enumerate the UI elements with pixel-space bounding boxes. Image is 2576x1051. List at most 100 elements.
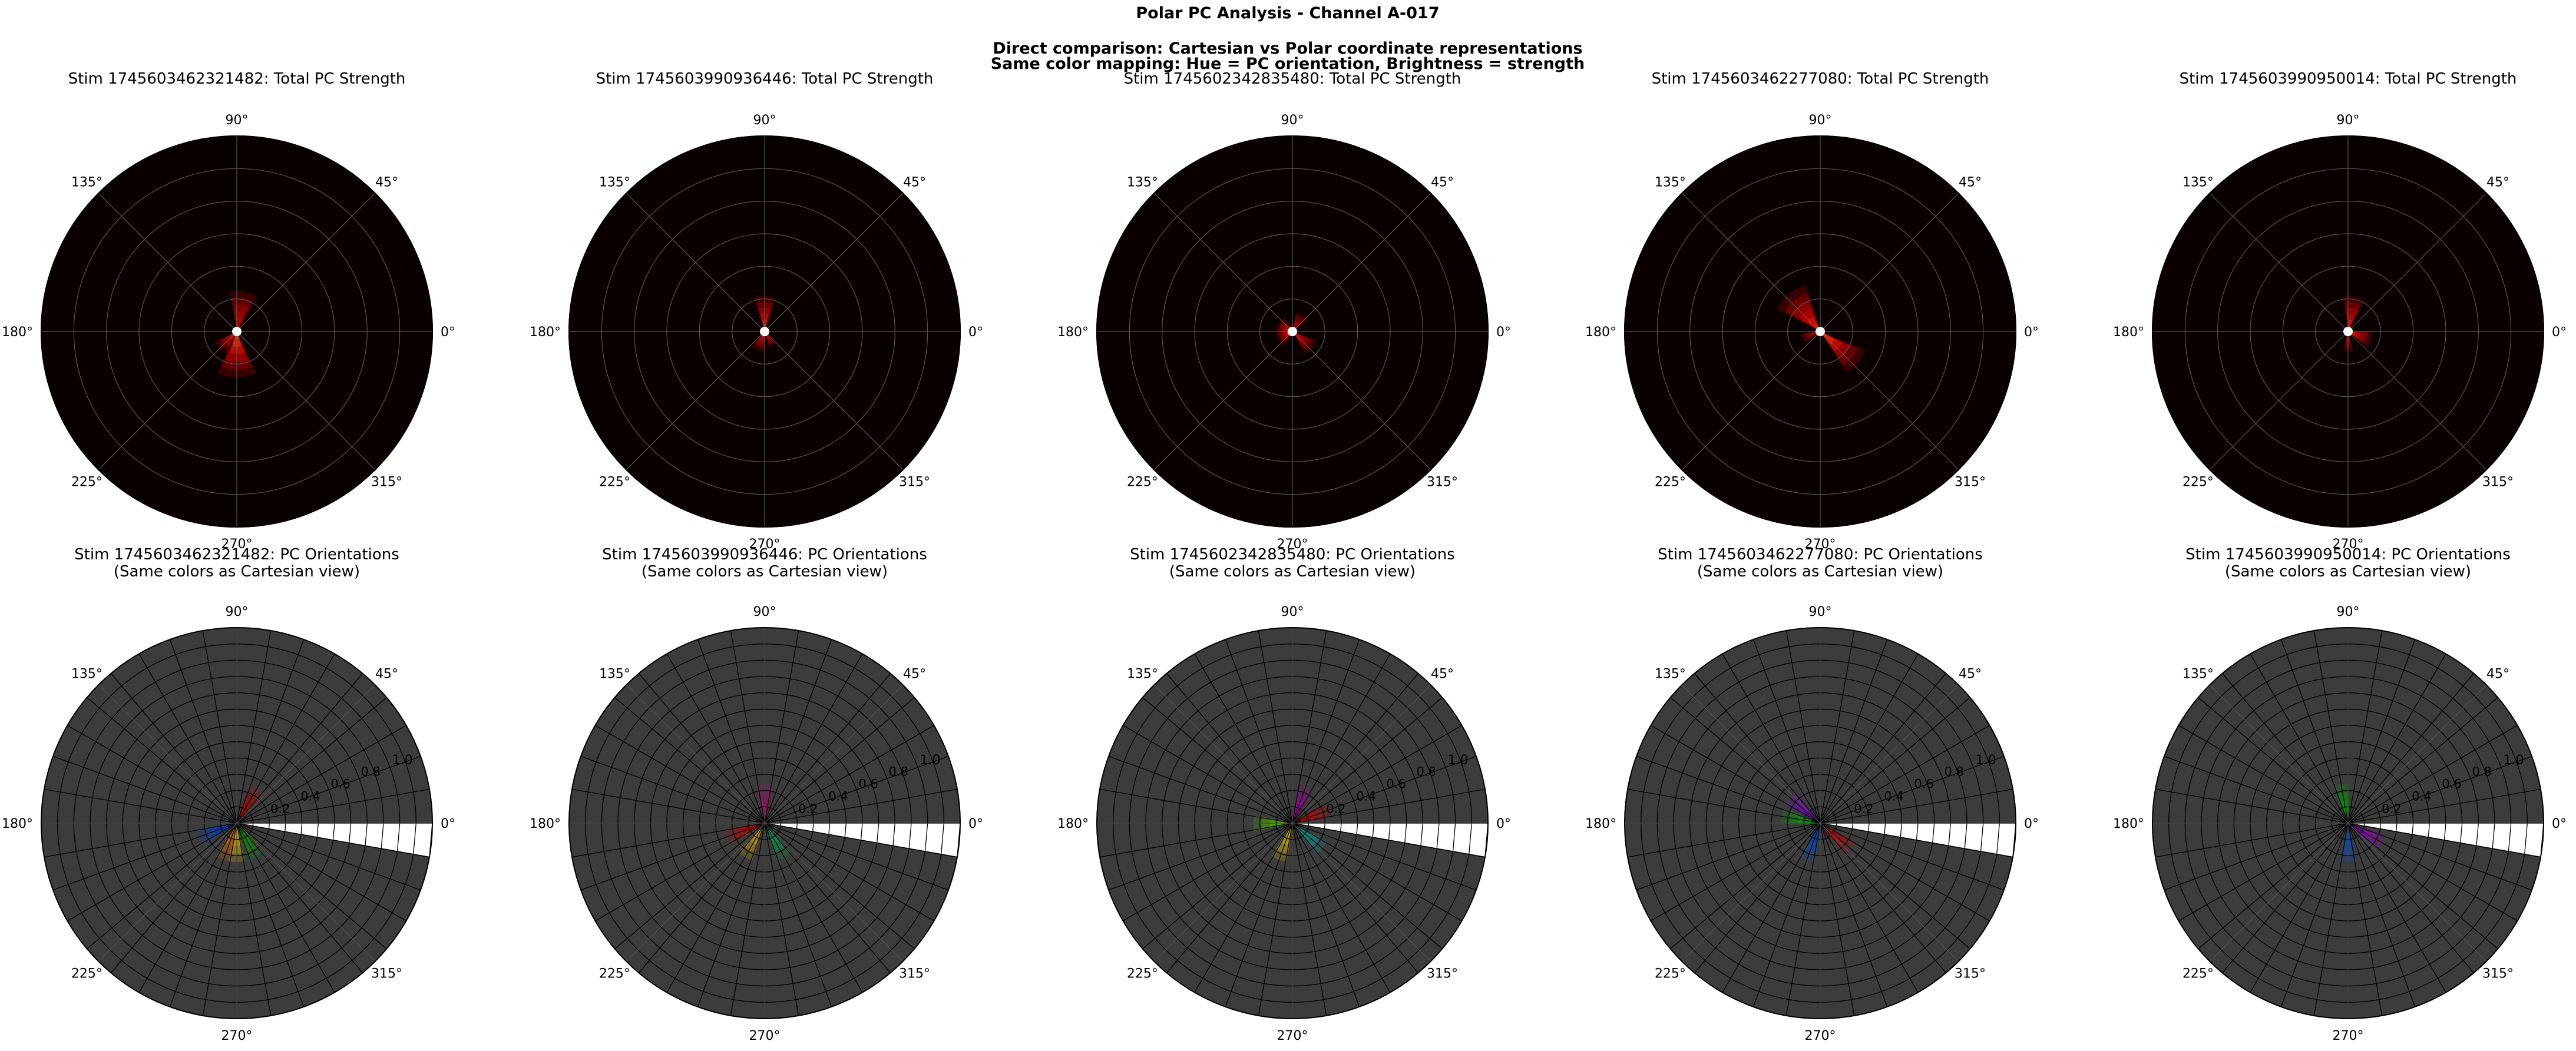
angular-gridline	[98, 823, 237, 962]
panel-title: Stim 1745603990936446: Total PC Strength	[596, 70, 934, 88]
theta-tick-label: 0°	[2024, 325, 2039, 340]
angular-bin-edge	[2347, 697, 2498, 824]
radial-bin-edge	[683, 741, 846, 905]
angular-bin-edge	[571, 823, 765, 858]
radial-bin-edge	[1673, 676, 1967, 970]
theta-tick-label: 180°	[2, 325, 33, 340]
angular-bin-edge	[87, 697, 237, 824]
angular-bin-edge	[1292, 697, 1443, 824]
angular-bin-edge	[1820, 755, 2005, 824]
r-tick-label: 0.2	[1326, 802, 1345, 816]
angular-bin-edge	[2347, 823, 2446, 993]
theta-tick-label: 315°	[2482, 475, 2514, 490]
theta-tick-label: 45°	[2486, 175, 2509, 190]
radial-bin-edge	[2315, 790, 2381, 856]
angular-bin-edge	[1820, 639, 1888, 824]
angular-bin-edge	[2222, 673, 2349, 824]
angular-bin-edge	[764, 823, 915, 949]
angular-bin-edge	[1752, 823, 1821, 1007]
theta-tick-label: 135°	[71, 175, 102, 190]
angular-gridline	[764, 684, 904, 824]
angular-gridline	[764, 193, 904, 332]
polar-frame	[41, 627, 433, 1019]
angular-bin-edge	[1820, 823, 1990, 921]
center-marker	[1816, 327, 1825, 336]
panel-title: Stim 1745603462321482: PC Orientations	[74, 546, 399, 563]
panel-title: Stim 1745602342835480: PC Orientations	[1130, 546, 1455, 563]
angular-bin-edge	[1636, 823, 1821, 891]
angular-bin-edge	[2313, 823, 2349, 1016]
angular-bin-edge	[1722, 654, 1821, 824]
theta-tick-label: 90°	[226, 113, 249, 128]
angular-bin-edge	[2347, 654, 2446, 824]
polar-frame	[41, 135, 433, 528]
angular-bin-edge	[764, 788, 958, 824]
theta-tick-label: 45°	[1431, 667, 1454, 681]
angular-bin-edge	[571, 788, 765, 824]
theta-tick-label: 0°	[968, 817, 983, 831]
theta-tick-label: 135°	[2183, 175, 2214, 190]
theta-tick-label: 45°	[1431, 175, 1454, 190]
angular-gridline	[764, 331, 904, 470]
angular-gridline	[236, 331, 376, 470]
angular-bin-edge	[1820, 788, 2013, 824]
radial-bin-edge	[73, 659, 401, 987]
radial-bin-edge	[1722, 725, 1919, 921]
angular-bin-edge	[639, 673, 765, 824]
radial-bin-edge	[1178, 708, 1407, 938]
radial-bin-edge	[90, 676, 384, 970]
angular-bin-edge	[1292, 639, 1360, 824]
theta-tick-label: 90°	[1809, 113, 1832, 128]
angular-bin-edge	[1108, 823, 1293, 891]
theta-tick-label: 135°	[2183, 667, 2214, 681]
angular-gridline	[1820, 684, 1959, 824]
angular-gridline	[1153, 684, 1293, 824]
angular-bin-edge	[1292, 823, 1477, 891]
r-tick-label: 0.2	[1854, 802, 1873, 816]
polar-frame	[568, 135, 961, 528]
angular-bin-edge	[1752, 639, 1821, 824]
radial-bin-edge	[57, 644, 416, 1003]
angular-bin-edge	[764, 630, 799, 824]
theta-tick-label: 180°	[1057, 817, 1089, 831]
angular-bin-edge	[236, 697, 387, 824]
angular-bin-edge	[2347, 823, 2383, 1016]
radial-bin-edge	[1738, 741, 1902, 905]
angular-bin-edge	[236, 639, 305, 824]
theta-tick-label: 90°	[753, 113, 776, 128]
angular-bin-edge	[2222, 823, 2349, 973]
angular-bin-edge	[236, 654, 335, 824]
angular-gridline	[626, 331, 765, 470]
angular-bin-edge	[1292, 823, 1327, 1016]
radial-bin-edge	[138, 725, 335, 921]
polar-frame	[1096, 627, 1489, 1019]
angular-bin-edge	[1292, 823, 1418, 973]
angular-bin-edge	[639, 823, 765, 973]
angular-gridline	[2347, 331, 2487, 470]
polar-panel-5: Stim 1745603990950014: Total PC Strength…	[2113, 70, 2567, 552]
angular-bin-edge	[2347, 823, 2541, 858]
angular-bin-edge	[138, 823, 237, 993]
angular-bin-edge	[1820, 823, 2013, 858]
angular-gridline	[1153, 193, 1293, 332]
theta-tick-label: 45°	[1959, 667, 1982, 681]
angular-bin-edge	[1099, 823, 1293, 858]
angular-gridline	[2347, 684, 2487, 824]
r-tick-label: 0.4	[828, 790, 848, 804]
theta-tick-label: 180°	[530, 817, 561, 831]
theta-tick-label: 0°	[441, 817, 455, 831]
angular-bin-edge	[2347, 630, 2383, 824]
angular-bin-edge	[1820, 697, 1970, 824]
angular-bin-edge	[236, 823, 305, 1007]
theta-tick-label: 180°	[2113, 325, 2144, 340]
angular-bin-edge	[1670, 823, 1821, 949]
polar-panel-8: Stim 1745602342835480: PC Orientations(S…	[1057, 546, 1511, 1043]
angular-bin-edge	[111, 673, 237, 824]
radial-bin-edge	[187, 774, 286, 873]
panel-title: Stim 1745603990950014: Total PC Strength	[2180, 70, 2517, 88]
angular-gridline	[626, 193, 765, 332]
r-tick-label: 1.0	[1976, 753, 1996, 768]
angular-bin-edge	[1651, 823, 1821, 921]
angular-bin-edge	[764, 725, 934, 824]
angular-bin-edge	[2347, 788, 2541, 824]
